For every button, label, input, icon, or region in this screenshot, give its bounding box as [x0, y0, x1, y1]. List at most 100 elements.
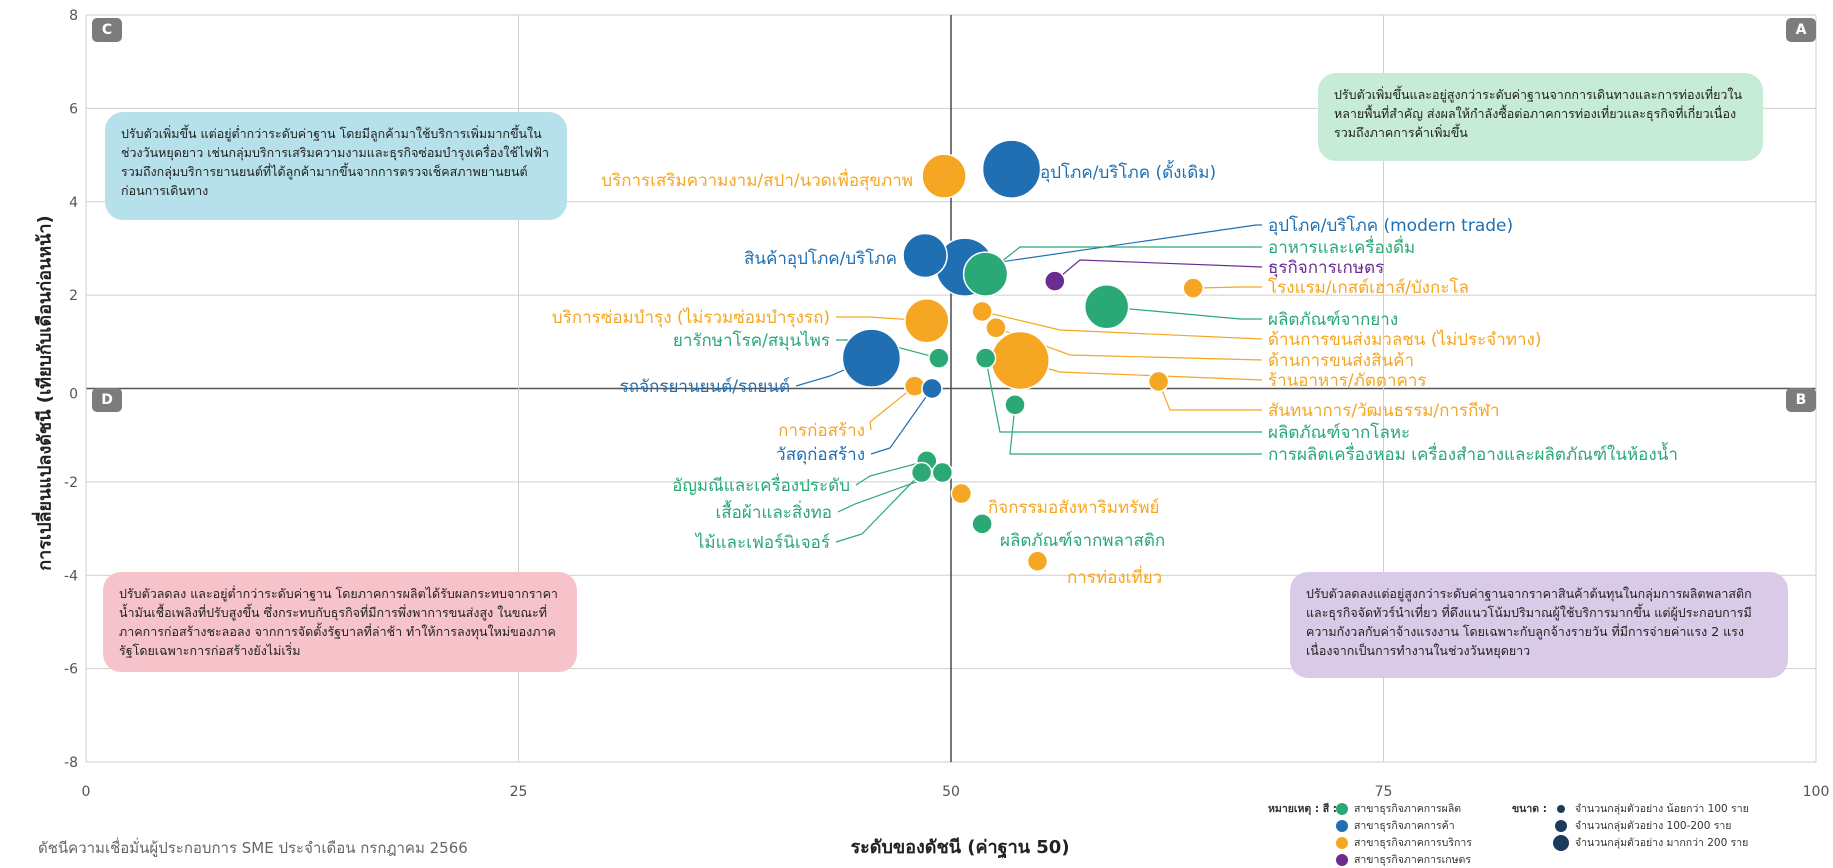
legend-dot-icon	[1336, 819, 1348, 832]
point-label: ร้านอาหาร/ภัตตาคาร	[1268, 371, 1427, 391]
leader-line	[1193, 286, 1262, 289]
y-tick-label: -2	[64, 475, 78, 491]
point-label: ผลิตภัณฑ์จากยาง	[1268, 310, 1398, 330]
point-label: สันทนาการ/วัฒนธรรม/การกีฬา	[1268, 401, 1500, 421]
bubble-point	[921, 153, 967, 199]
leader-line	[964, 224, 1262, 268]
bubble-point	[841, 328, 902, 388]
point-label: การผลิตเครื่องหอม เครื่องสำอางและผลิตภัณ…	[1268, 442, 1678, 465]
point-label: อุปโภค/บริโภค (modern trade)	[1268, 215, 1513, 236]
legend-dot-icon	[1336, 836, 1348, 849]
point-label: เสื้อผ้าและสิ่งทอ	[715, 500, 832, 523]
bubble-point	[931, 461, 954, 484]
y-tick-label: -8	[64, 755, 78, 771]
bubble-point	[950, 482, 973, 505]
quadrant-a-note: ปรับตัวเพิ่มขึ้นและอยู่สูงกว่าระดับค่าฐา…	[1318, 73, 1763, 161]
point-label: โรงแรม/เกสต์เฮาส์/บังกะโล	[1268, 277, 1469, 298]
y-axis-title: การเปลี่ยนแปลงดัชนี (เทียบกับเดือนก่อนหน…	[34, 215, 56, 571]
legend-label: สาขาธุรกิจภาคการบริการ	[1354, 837, 1472, 849]
bubble-point	[928, 347, 950, 369]
bubble-point	[921, 377, 943, 400]
point-label: ด้านการขนส่งมวลชน (ไม่ประจำทาง)	[1268, 329, 1541, 350]
legend-size-small: จำนวนกลุ่มตัวอย่าง น้อยกว่า 100 ราย	[1553, 800, 1749, 817]
bubbles	[841, 139, 1204, 572]
bubble-point	[1004, 394, 1026, 416]
leader-line	[1009, 404, 1262, 455]
point-label: ด้านการขนส่งสินค้า	[1268, 351, 1414, 371]
point-label: อัญมณีและเครื่องประดับ	[672, 473, 850, 496]
legend-item-trade: สาขาธุรกิจภาคการค้า	[1336, 817, 1472, 834]
y-tick-label: 2	[69, 288, 78, 304]
leader-line	[1020, 359, 1263, 381]
color-legend-title: หมายเหตุ : สี :	[1268, 803, 1337, 815]
point-label: ยารักษาโรค/สมุนไพร	[673, 330, 830, 351]
legend-item-agriculture: สาขาธุรกิจภาคการเกษตร	[1336, 851, 1472, 868]
leader-line	[855, 460, 927, 486]
leader-line	[1158, 381, 1262, 411]
legend-label: สาขาธุรกิจภาคการเกษตร	[1354, 854, 1471, 866]
size-legend: ขนาด :	[1512, 800, 1547, 817]
leader-lines	[795, 224, 1263, 543]
color-legend: หมายเหตุ : สี :	[1268, 800, 1337, 817]
legend-size-large: จำนวนกลุ่มตัวอย่าง มากกว่า 200 ราย	[1553, 834, 1749, 851]
legend-size-dot-icon	[1557, 804, 1565, 813]
legend-size-dot-icon	[1555, 819, 1567, 832]
bubble-point	[971, 300, 993, 323]
x-axis-title: ระดับของดัชนี (ค่าฐาน 50)	[850, 837, 1070, 858]
point-label: บริการซ่อมบำรุง (ไม่รวมซ่อมบำรุงรถ)	[552, 307, 830, 328]
bubble-point	[1026, 550, 1049, 572]
point-label: การก่อสร้าง	[778, 421, 865, 441]
axis-ticks: -8 -6 -4 -2 0 2 4 6 8 0 25 50 75 100	[64, 8, 1829, 800]
point-label: ผลิตภัณฑ์จากโลหะ	[1268, 422, 1410, 443]
color-legend-items: สาขาธุรกิจภาคการผลิต สาขาธุรกิจภาคการค้า…	[1336, 800, 1472, 868]
point-labels: อุปโภค/บริโภค (ดั้งเดิม) บริการเสริมความง…	[552, 160, 1678, 588]
leader-line	[869, 385, 916, 431]
point-label: วัสดุก่อสร้าง	[776, 445, 865, 465]
quadrant-c-note: ปรับตัวเพิ่มขึ้น แต่อยู่ต่ำกว่าระดับค่าฐ…	[105, 112, 567, 220]
bubble-point	[1083, 284, 1130, 330]
legend-label: จำนวนกลุ่มตัวอย่าง มากกว่า 200 ราย	[1575, 837, 1749, 849]
legend-label: จำนวนกลุ่มตัวอย่าง 100-200 ราย	[1575, 820, 1732, 832]
leader-line	[982, 310, 1263, 340]
y-tick-label: 4	[69, 195, 78, 211]
y-tick-label: -4	[64, 568, 78, 584]
leader-line	[985, 358, 1262, 433]
point-label: รถจักรยานยนต์/รถยนต์	[620, 377, 790, 397]
bubble-point	[962, 251, 1009, 297]
leader-line	[1106, 306, 1262, 320]
bubble-point	[974, 347, 997, 369]
size-legend-items: จำนวนกลุ่มตัวอย่าง น้อยกว่า 100 ราย จำนว…	[1553, 800, 1749, 851]
leader-line	[870, 388, 933, 455]
point-label: สินค้าอุปโภค/บริโภค	[744, 248, 897, 269]
legend-dot-icon	[1336, 802, 1348, 815]
bubble-point	[990, 330, 1050, 391]
x-tick-label: 100	[1803, 784, 1830, 800]
legend-label: จำนวนกลุ่มตัวอย่าง น้อยกว่า 100 ราย	[1575, 803, 1749, 815]
point-label: บริการเสริมความงาม/สปา/นวดเพื่อสุขภาพ	[601, 168, 913, 191]
legend-label: สาขาธุรกิจภาคการค้า	[1354, 820, 1455, 832]
quadrant-b-badge: B	[1786, 388, 1816, 412]
point-label: ธุรกิจการเกษตร	[1268, 258, 1384, 278]
leader-line	[835, 472, 923, 543]
y-tick-label: 8	[69, 8, 78, 24]
y-tick-label: 6	[69, 101, 78, 117]
quadrant-b-note: ปรับตัวลดลงแต่อยู่สูงกว่าระดับค่าฐานจากร…	[1290, 572, 1788, 678]
leader-line	[1054, 259, 1263, 282]
legend-size-medium: จำนวนกลุ่มตัวอย่าง 100-200 ราย	[1553, 817, 1749, 834]
y-tick-label: 0	[69, 387, 78, 403]
footnote: ดัชนีความเชื่อมั่นผู้ประกอบการ SME ประจำ…	[38, 839, 468, 857]
quadrant-a-badge: A	[1786, 18, 1816, 42]
bubble-point	[1044, 270, 1066, 292]
point-label: การท่องเที่ยว	[1067, 565, 1162, 588]
legend-size-dot-icon	[1553, 834, 1569, 851]
legend-item-production: สาขาธุรกิจภาคการผลิต	[1336, 800, 1472, 817]
point-label: กิจกรรมอสังหาริมทรัพย์	[988, 498, 1160, 518]
y-tick-label: -6	[64, 662, 78, 678]
legend-item-service: สาขาธุรกิจภาคการบริการ	[1336, 834, 1472, 851]
leader-line	[837, 471, 943, 513]
point-label: ผลิตภัณฑ์จากพลาสติก	[1000, 531, 1165, 551]
leader-line	[985, 246, 1262, 275]
x-tick-label: 50	[942, 784, 960, 800]
point-label: อาหารและเครื่องดื่ม	[1268, 235, 1415, 258]
